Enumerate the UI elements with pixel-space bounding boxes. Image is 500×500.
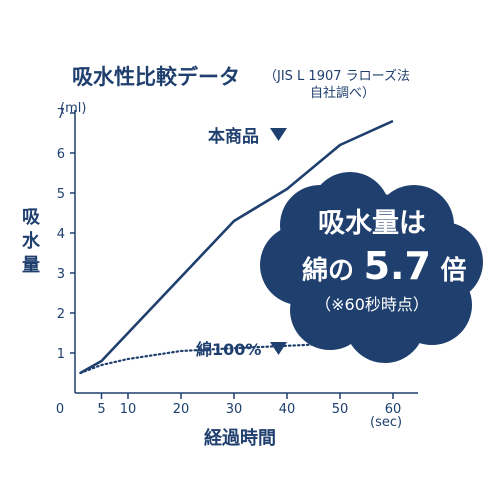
y-axis-label-char: 水: [22, 230, 41, 252]
x-ticks: 0 5 10 20 30 40 50 60: [56, 393, 401, 417]
chart-title: 吸水性比較データ: [72, 65, 240, 89]
y-ticks: 1 2 3 4 5 6 7: [57, 107, 75, 362]
y-tick-label: 5: [57, 187, 65, 202]
series-label-product: 本商品: [208, 126, 259, 147]
badge-line2-suffix: 倍: [441, 255, 467, 286]
y-tick-label: 1: [57, 347, 65, 362]
triangle-down-icon: [270, 342, 287, 355]
badge-line3: （※60秒時点）: [315, 295, 429, 314]
x-unit: (sec): [370, 415, 402, 430]
badge-line2-prefix: 綿の: [302, 255, 354, 286]
badge-line2-value: 5.7: [364, 244, 431, 288]
x-tick-label: 0: [56, 402, 64, 417]
x-tick-label: 40: [279, 402, 296, 417]
x-tick-label: 5: [97, 402, 105, 417]
badge-line1: 吸水量は: [318, 208, 426, 239]
y-tick-label: 2: [57, 307, 65, 322]
x-tick-label: 10: [120, 402, 137, 417]
x-axis-label: 経過時間: [204, 427, 276, 449]
y-unit: (ml): [60, 101, 86, 116]
x-tick-label: 50: [332, 402, 349, 417]
x-tick-label: 60: [385, 402, 402, 417]
badge-line2: 綿の 5.7 倍: [302, 244, 467, 288]
triangle-down-icon: [270, 128, 287, 141]
y-tick-label: 4: [57, 227, 65, 242]
highlight-badge: 吸水量は 綿の 5.7 倍 （※60秒時点）: [260, 172, 483, 363]
y-tick-label: 7: [57, 107, 65, 122]
y-axis-label-char: 量: [22, 254, 40, 276]
flower-shape: [260, 172, 483, 363]
chart-note-line2: 自社調べ）: [310, 85, 375, 101]
x-tick-label: 30: [226, 402, 243, 417]
series-line-0: [79, 119, 394, 375]
series-label-cotton: 綿100%: [196, 340, 261, 359]
y-tick-label: 3: [57, 267, 65, 282]
x-tick-label: 20: [173, 402, 190, 417]
y-tick-label: 6: [57, 147, 65, 162]
y-axis-label: 吸水量: [22, 207, 41, 276]
y-axis-label-char: 吸: [22, 207, 41, 228]
chart-note-line1: （JIS L 1907 ラローズ法: [264, 68, 410, 84]
